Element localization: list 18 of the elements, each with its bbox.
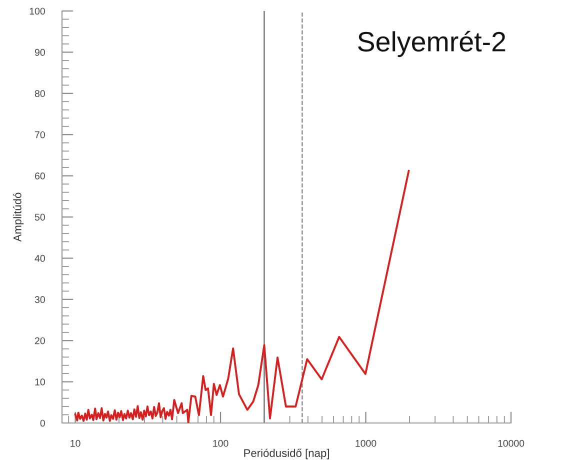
y-tick-label: 100	[30, 8, 45, 15]
x-tick-label: 10000	[498, 440, 524, 447]
x-tick-label: 1000	[356, 440, 376, 447]
x-tick-label: 100	[213, 440, 228, 447]
y-tick-label: 80	[34, 90, 45, 98]
y-axis-title: Amplitúdó	[13, 192, 24, 242]
y-tick-label: 70	[35, 131, 45, 138]
y-tick-label: 90	[34, 48, 45, 56]
y-tick-label: 50	[34, 214, 45, 221]
x-tick-label: 10	[70, 440, 80, 447]
y-tick-label: 10	[35, 378, 45, 386]
y-tick-label: 20	[35, 337, 45, 344]
y-tick-label: 0	[40, 420, 45, 427]
text: Selyemrét-2	[358, 30, 506, 58]
y-tick-label: 30	[34, 296, 45, 304]
y-tick-label: 60	[35, 172, 45, 180]
y-tick-label: 40	[34, 254, 45, 262]
x-axis-title: Periódusidő [nap]	[244, 448, 329, 460]
